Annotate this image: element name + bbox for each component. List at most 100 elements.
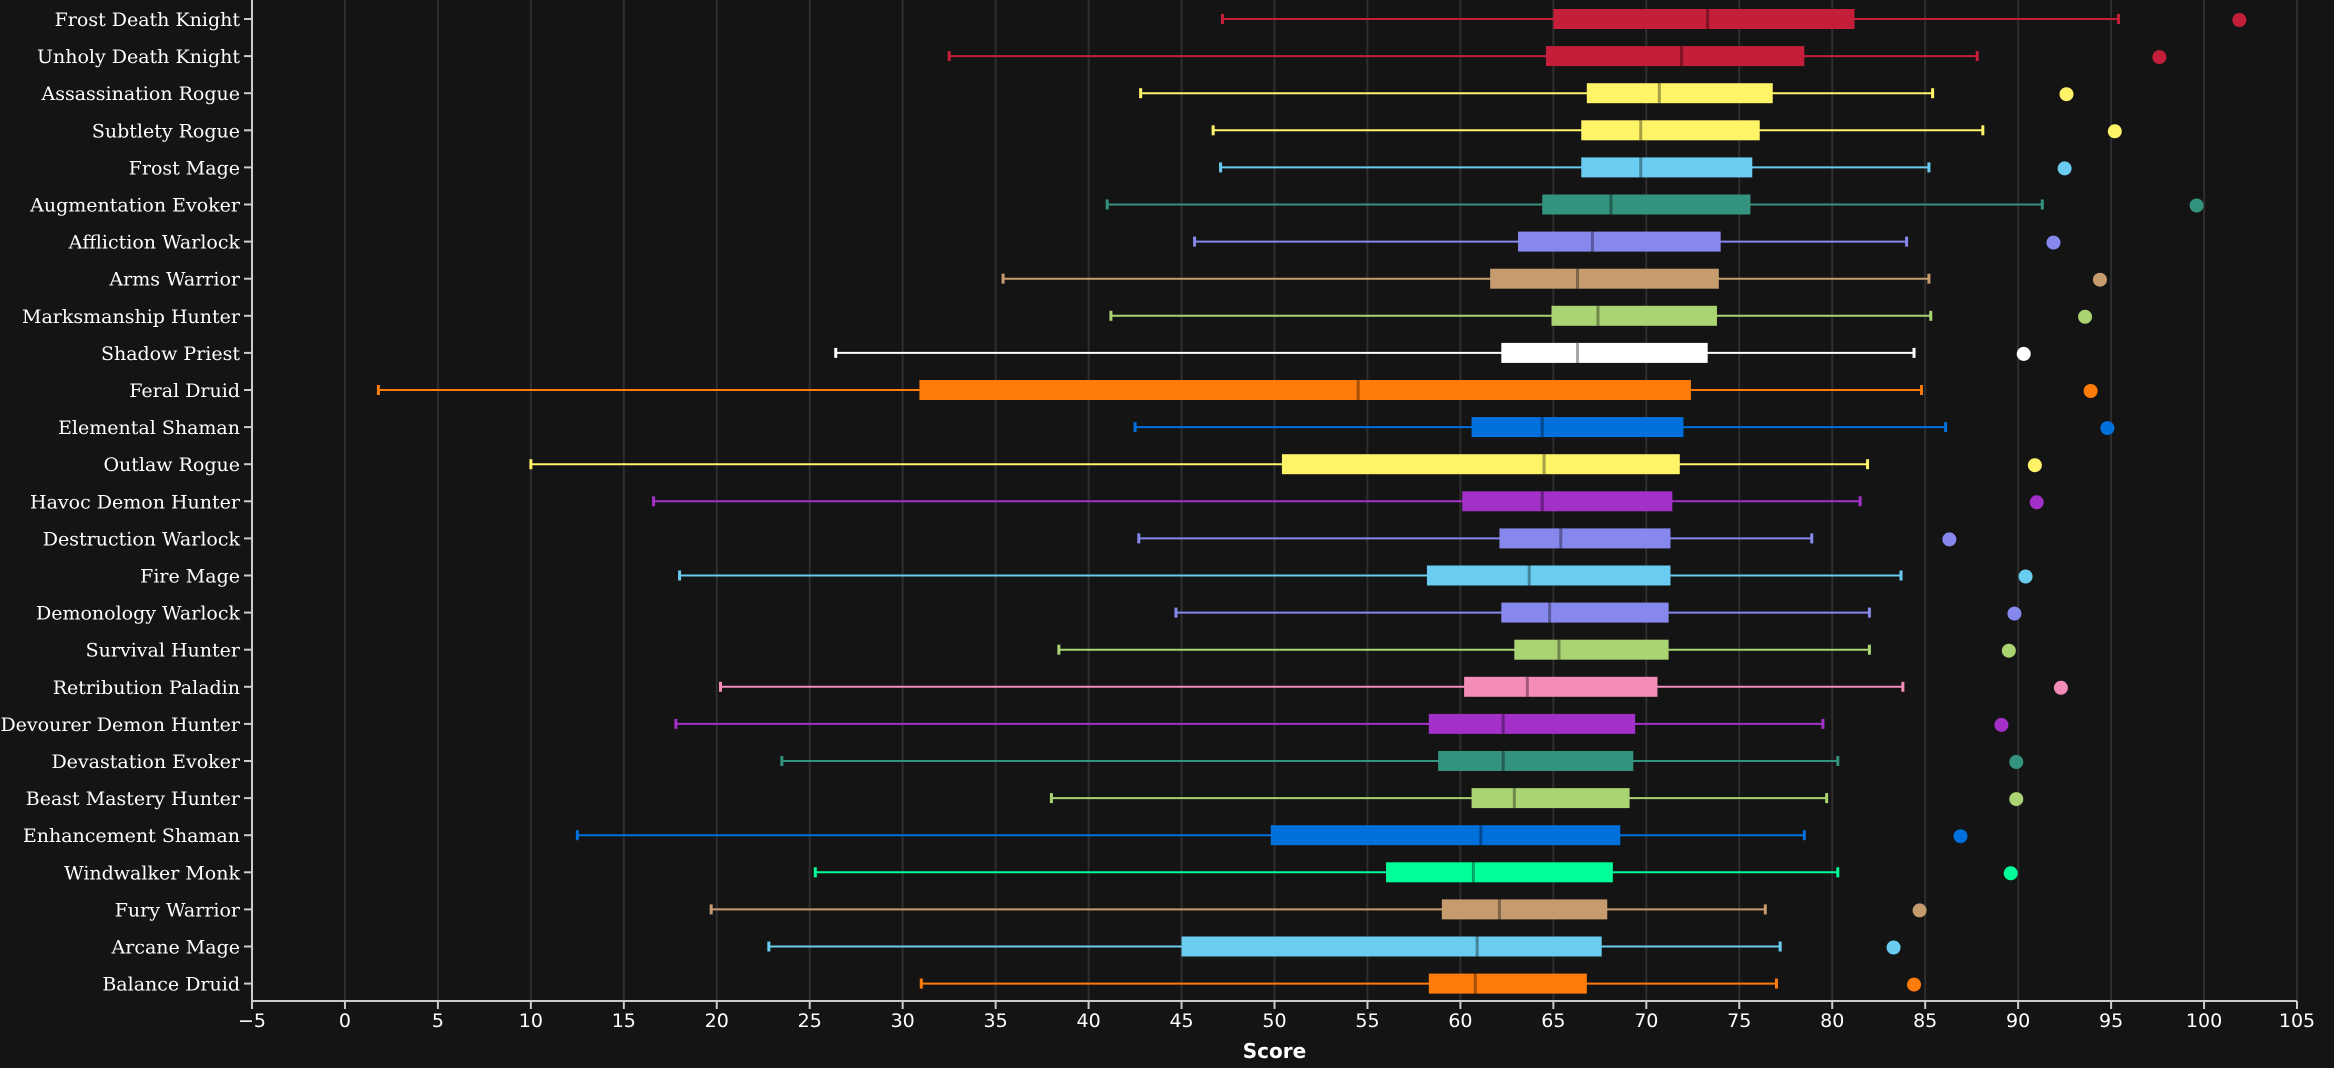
box-series[interactable] [834,342,2031,363]
iqr-box [1581,120,1760,141]
box-series[interactable] [376,380,2098,400]
outlier-point [1942,532,1957,547]
box-series[interactable] [767,936,1901,957]
x-tick-label: 105 [2279,1010,2315,1032]
outlier-point [2016,346,2031,361]
box-series[interactable] [780,751,2024,771]
x-tick-label: 85 [1913,1010,1937,1032]
outlier-point [2232,13,2247,27]
category-label: Unholy Death Knight [37,46,240,68]
outlier-point [2046,235,2061,250]
outlier-point [1907,977,1922,992]
category-label: Fire Mage [140,566,240,588]
outlier-point [2107,124,2122,139]
box-series[interactable] [652,491,2044,512]
outlier-point [2189,198,2204,213]
iqr-box [1464,676,1658,697]
box-series[interactable] [678,565,2033,586]
box-series[interactable] [1105,194,2204,215]
category-label: Windwalker Monk [64,862,240,884]
iqr-box [1542,194,1751,215]
category-label: Subtlety Rogue [92,120,240,142]
x-tick-label: 70 [1634,1010,1658,1032]
x-tick-label: 25 [798,1010,822,1032]
iqr-box [1281,454,1680,475]
outlier-point [2053,680,2068,695]
outlier-point [2083,384,2098,398]
box-series[interactable] [813,862,2018,883]
x-tick-label: 45 [1169,1010,1193,1032]
outlier-point [2029,495,2044,510]
outlier-point [2100,421,2115,436]
box-series[interactable] [1137,528,1957,549]
category-label: Affliction Warlock [68,232,241,254]
category-label: Havoc Demon Hunter [30,491,241,513]
outlier-point [2078,309,2093,324]
category-label: Outlaw Rogue [103,454,240,476]
box-series[interactable] [718,676,2068,697]
box-series[interactable] [919,973,1922,994]
iqr-box [1462,491,1673,512]
iqr-box [1471,417,1684,438]
box-series[interactable] [1139,83,2074,104]
iqr-box [1518,231,1721,252]
x-tick-label: 75 [1727,1010,1751,1032]
outlier-point [2009,792,2024,807]
box-series[interactable] [1220,9,2247,29]
category-label: Assassination Rogue [40,83,240,105]
outlier-point [2007,606,2022,621]
x-tick-label: 100 [2186,1010,2222,1032]
box-series[interactable] [1133,417,2115,438]
box-series[interactable] [1174,602,2022,623]
outlier-point [2152,50,2167,65]
box-series[interactable] [709,899,1927,920]
category-label: Demonology Warlock [36,603,241,625]
box-series[interactable] [1049,788,2024,809]
box-series[interactable] [1001,268,2107,289]
box-series[interactable] [674,713,2009,734]
plot-area [376,9,2247,994]
iqr-box [1514,639,1669,660]
category-label: Frost Death Knight [55,9,241,31]
category-label: Marksmanship Hunter [22,306,241,328]
box-series[interactable] [1193,231,2061,252]
x-tick-label: 60 [1448,1010,1472,1032]
iqr-box [1438,751,1634,771]
iqr-box [1553,9,1855,29]
category-label: Arcane Mage [111,937,240,959]
x-tick-label: 55 [1355,1010,1379,1032]
x-tick-label: 0 [339,1010,351,1032]
box-series[interactable] [1057,639,2016,660]
x-tick-label: 65 [1541,1010,1565,1032]
outlier-point [2059,87,2074,102]
category-label: Retribution Paladin [53,677,240,699]
iqr-box [1386,862,1613,883]
box-series[interactable] [1109,305,2093,326]
category-label: Shadow Priest [101,343,240,365]
box-series[interactable] [575,825,1968,846]
x-tick-label: 30 [891,1010,915,1032]
category-label: Devastation Evoker [51,751,240,773]
iqr-box [1181,936,1602,957]
x-tick-label: 50 [1262,1010,1286,1032]
outlier-point [2092,272,2107,287]
category-label: Balance Druid [102,974,240,996]
iqr-box [1426,565,1671,586]
iqr-box [1501,602,1669,623]
gridlines [251,0,2298,1009]
category-label: Frost Mage [129,157,240,179]
box-series[interactable] [1211,120,2122,141]
x-axis-title: Score [1243,1039,1306,1063]
box-series[interactable] [947,46,2167,67]
box-series[interactable] [529,454,2042,475]
x-tick-label: 15 [612,1010,636,1032]
iqr-box [1586,83,1773,104]
outlier-point [1886,940,1901,955]
iqr-box [1441,899,1608,920]
iqr-box [1428,713,1636,734]
box-series[interactable] [1219,157,2072,178]
category-label: Enhancement Shaman [23,825,240,847]
x-tick-label: 20 [705,1010,729,1032]
category-label: Fury Warrior [115,899,241,921]
